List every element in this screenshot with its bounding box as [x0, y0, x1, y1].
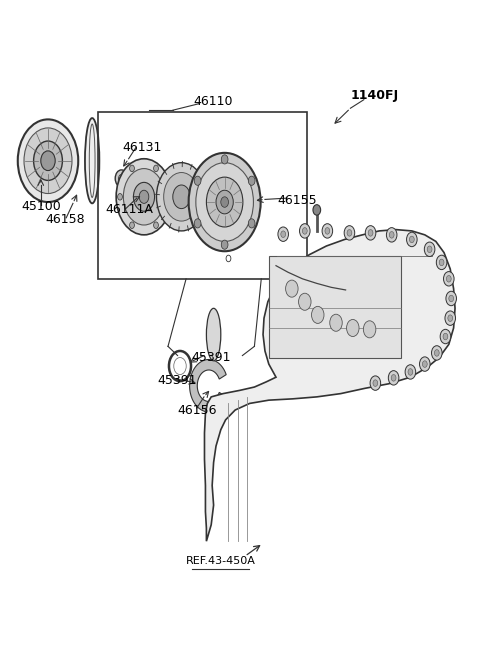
Circle shape [312, 306, 324, 323]
Text: 1140FJ: 1140FJ [350, 89, 398, 102]
Circle shape [196, 163, 253, 241]
Text: 45100: 45100 [21, 200, 60, 213]
Circle shape [420, 357, 430, 371]
Text: 45391: 45391 [192, 351, 231, 364]
Circle shape [432, 346, 442, 360]
Circle shape [194, 219, 201, 228]
Circle shape [216, 190, 233, 214]
Circle shape [370, 376, 381, 390]
Circle shape [34, 141, 62, 180]
Circle shape [248, 176, 255, 186]
Circle shape [444, 272, 454, 286]
Circle shape [221, 155, 228, 164]
Circle shape [391, 375, 396, 381]
Circle shape [139, 190, 149, 203]
Circle shape [424, 242, 435, 256]
Text: 46111A: 46111A [106, 203, 154, 216]
Circle shape [248, 219, 255, 228]
Circle shape [164, 173, 199, 221]
Polygon shape [204, 230, 455, 541]
Circle shape [154, 165, 158, 172]
Circle shape [116, 159, 172, 235]
Text: 46110: 46110 [194, 95, 233, 108]
Circle shape [347, 319, 359, 337]
Circle shape [174, 358, 186, 375]
Text: 46156: 46156 [177, 403, 216, 417]
Circle shape [206, 177, 243, 227]
Circle shape [154, 222, 158, 228]
Circle shape [386, 228, 397, 242]
Circle shape [189, 153, 261, 251]
Ellipse shape [206, 308, 221, 361]
Circle shape [156, 163, 206, 231]
Circle shape [363, 321, 376, 338]
Circle shape [408, 369, 413, 375]
Circle shape [299, 293, 311, 310]
Circle shape [119, 174, 124, 182]
Circle shape [427, 246, 432, 253]
Circle shape [446, 291, 456, 306]
Circle shape [439, 259, 444, 266]
Circle shape [133, 182, 155, 211]
Circle shape [221, 240, 228, 249]
Circle shape [281, 231, 286, 237]
Circle shape [389, 232, 394, 238]
Circle shape [130, 165, 134, 172]
Text: 46131: 46131 [122, 141, 161, 154]
Circle shape [123, 169, 165, 225]
Text: 46158: 46158 [45, 213, 84, 226]
Circle shape [448, 315, 453, 321]
Circle shape [41, 151, 55, 171]
Circle shape [166, 194, 170, 200]
Circle shape [407, 232, 417, 247]
Circle shape [373, 380, 378, 386]
Circle shape [173, 185, 190, 209]
Circle shape [194, 176, 201, 186]
Circle shape [278, 227, 288, 241]
Circle shape [330, 314, 342, 331]
Circle shape [365, 226, 376, 240]
Circle shape [313, 205, 321, 215]
Circle shape [344, 226, 355, 240]
Circle shape [118, 194, 122, 200]
Circle shape [347, 230, 352, 236]
Circle shape [24, 128, 72, 194]
Circle shape [130, 222, 134, 228]
Circle shape [422, 361, 427, 367]
Circle shape [405, 365, 416, 379]
Circle shape [300, 224, 310, 238]
Circle shape [436, 255, 447, 270]
Circle shape [286, 280, 298, 297]
Ellipse shape [85, 118, 99, 203]
Circle shape [325, 228, 330, 234]
Circle shape [445, 311, 456, 325]
Circle shape [368, 230, 373, 236]
Circle shape [446, 276, 451, 282]
Circle shape [440, 329, 451, 344]
Circle shape [221, 197, 228, 207]
Text: REF.43-450A: REF.43-450A [186, 556, 256, 566]
Circle shape [409, 236, 414, 243]
Circle shape [443, 333, 448, 340]
Text: 46155: 46155 [278, 194, 317, 207]
Bar [269, 256, 401, 358]
Polygon shape [190, 359, 226, 412]
Circle shape [302, 228, 307, 234]
Circle shape [449, 295, 454, 302]
Circle shape [18, 119, 78, 202]
Text: 45391: 45391 [158, 374, 197, 387]
Circle shape [434, 350, 439, 356]
Circle shape [388, 371, 399, 385]
Circle shape [115, 170, 128, 187]
Bar [98, 112, 307, 279]
Circle shape [322, 224, 333, 238]
